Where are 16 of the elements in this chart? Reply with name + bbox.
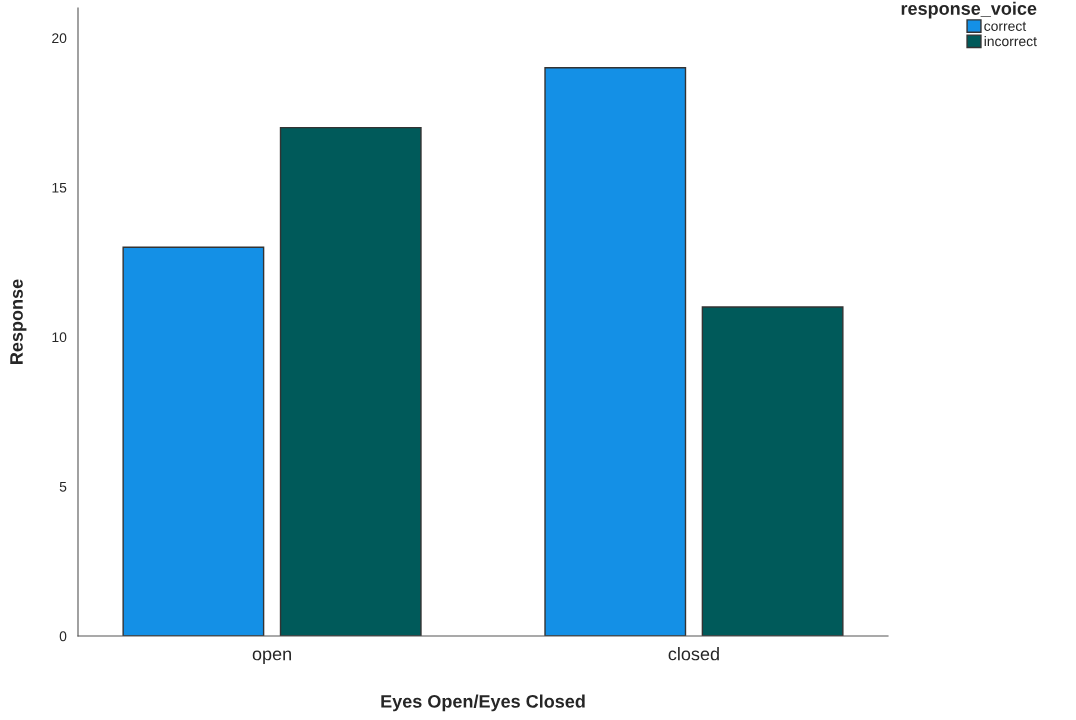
y-tick-label: 5: [59, 481, 67, 492]
x-axis-title: Eyes Open/Eyes Closed: [381, 694, 585, 712]
y-tick-label: 0: [59, 631, 67, 642]
legend-label: correct: [984, 21, 1027, 31]
y-tick-label: 15: [52, 182, 67, 193]
bar: [122, 246, 265, 636]
x-tick-label: open: [252, 650, 291, 664]
bar: [279, 126, 422, 636]
y-axis-title: Response: [10, 279, 27, 364]
legend-title: response_voice: [901, 1, 1037, 19]
legend-label: incorrect: [984, 36, 1037, 47]
x-tick-label: closed: [668, 647, 719, 661]
bar: [701, 306, 844, 636]
y-tick-label: 20: [52, 33, 67, 44]
y-tick-label: 10: [52, 332, 67, 343]
bar: [544, 67, 687, 636]
